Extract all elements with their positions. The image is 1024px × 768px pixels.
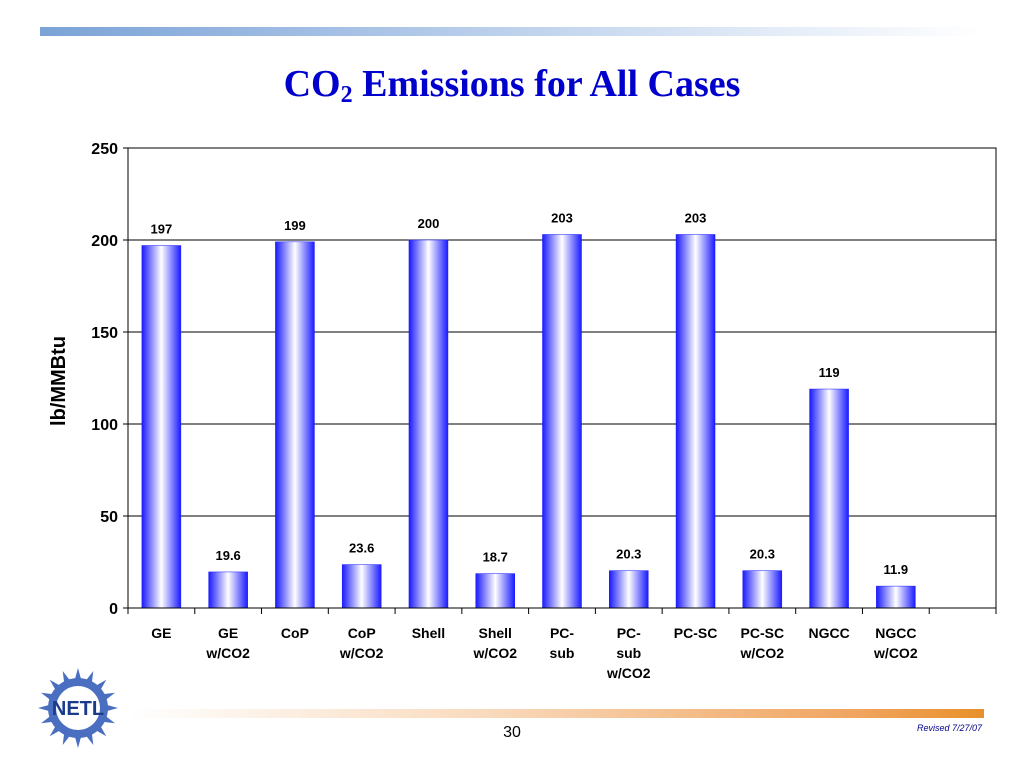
data-label: 199 [284,218,306,233]
bar [675,234,716,609]
y-tick-label: 50 [100,509,118,526]
slide-title: CO2 Emissions for All Cases [283,63,741,108]
y-axis-title: lb/MMBtu [48,336,70,426]
category-label: CoP [281,625,309,641]
data-label: 203 [551,210,573,225]
category-label: GE [218,625,238,641]
logo-spike [102,715,115,724]
category-label: Shell [412,625,445,641]
bar [275,241,315,609]
sunburst-icon [38,668,118,748]
data-label: 18.7 [483,550,508,565]
category-label: NGCC [808,625,849,641]
category-label: w/CO2 [339,645,384,661]
category-label: sub [550,645,575,661]
netl-logo: NETL [38,668,118,748]
data-label: 11.9 [884,562,909,577]
bar [408,239,449,609]
logo-spike [85,732,94,745]
logo-spike [105,704,118,712]
top-accent-bar [40,27,980,36]
data-label: 119 [819,365,840,380]
category-label: Shell [478,625,511,641]
logo-spike [49,679,61,691]
data-label: 203 [685,210,707,225]
data-label: 20.3 [616,547,641,562]
y-tick-label: 0 [109,601,118,618]
y-tick-label: 200 [91,233,118,250]
category-label: CoP [348,625,376,641]
logo-spike [41,715,54,724]
bar [609,570,649,609]
logo-spike [62,671,71,684]
data-label: 23.6 [349,541,374,556]
logo-text: NETL [52,698,104,720]
bar [742,570,783,609]
bar [876,585,916,609]
data-label: 197 [151,222,173,237]
logo-spike [95,725,107,737]
category-label: w/CO2 [740,645,785,661]
logo-spike [74,735,82,748]
data-label: 20.3 [750,547,775,562]
bar [208,571,248,609]
logo-spike [49,725,61,737]
category-label: PC-SC [674,625,718,641]
category-label: PC- [550,625,574,641]
logo-spike [102,692,115,701]
logo-spike [85,671,94,684]
logo-spike [38,704,51,712]
page-number: 30 [503,724,521,741]
category-label: PC-SC [741,625,785,641]
logo-spike [41,692,54,701]
y-tick-label: 100 [91,417,118,434]
category-label: GE [151,625,171,641]
plot-frame [127,147,997,609]
bar [475,573,515,609]
category-label: w/CO2 [472,645,517,661]
y-tick-label: 250 [91,141,118,158]
category-label: NGCC [875,625,916,641]
data-label: 19.6 [215,548,240,563]
data-label: 200 [418,216,440,231]
bar [542,234,582,609]
logo-spike [95,679,107,691]
logo-spike [74,668,82,681]
bar [141,245,182,609]
category-label: w/CO2 [873,645,918,661]
category-label: PC- [617,625,641,641]
category-label: sub [616,645,641,661]
bar [341,564,382,609]
y-tick-label: 150 [91,325,118,342]
bar [809,388,849,609]
logo-spike [62,732,71,745]
category-label: w/CO2 [606,665,651,681]
bar-chart: 0 50 100 150 200 250 197 GE 19.6 GE w/CO2 199 CoP 23… [48,141,997,681]
revised-date: Revised 7/27/07 [916,723,982,733]
category-label: w/CO2 [205,645,250,661]
bottom-accent-bar [128,709,984,718]
